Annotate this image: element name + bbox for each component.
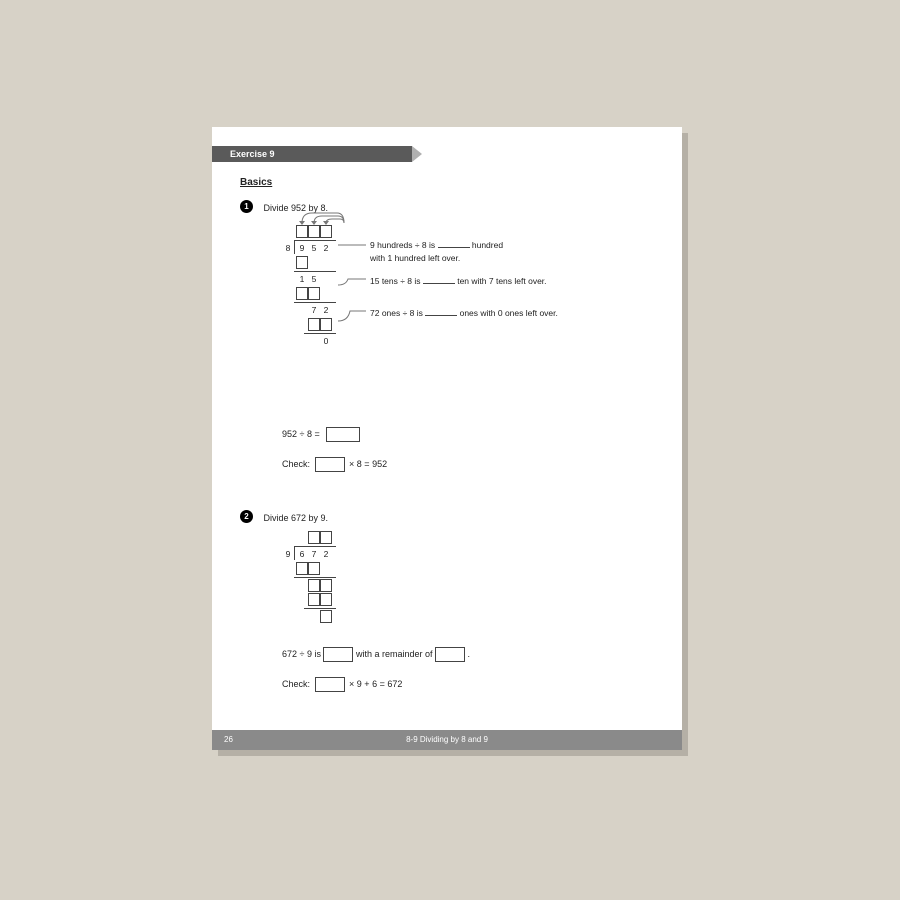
rule	[304, 333, 336, 334]
divisor: 8	[282, 242, 294, 255]
work-box	[296, 562, 308, 575]
text: 72 ones ÷ 8 is	[370, 308, 425, 318]
work-box	[296, 256, 308, 269]
work-digit: 1	[296, 273, 308, 286]
text: 9 hundreds ÷ 8 is	[370, 240, 438, 250]
work-box	[320, 579, 332, 592]
divisor: 9	[282, 548, 294, 561]
work-box	[320, 593, 332, 606]
arrow-down-icon	[311, 221, 317, 225]
blank	[438, 239, 470, 248]
arrow-curves-icon	[282, 209, 372, 229]
bullet-2: 2	[240, 510, 253, 523]
work-box	[308, 287, 320, 300]
leader-lines-icon	[334, 237, 374, 327]
q1-equation: 952 ÷ 8 =	[282, 427, 360, 442]
quotient-box	[308, 531, 320, 544]
dividend-digit: 2	[320, 242, 332, 255]
answer-box	[315, 677, 345, 692]
arrow-down-icon	[299, 221, 305, 225]
work-box	[320, 610, 332, 623]
footer-title: 8-9 Dividing by 8 and 9	[212, 735, 682, 744]
q2-equation: 672 ÷ 9 is with a remainder of .	[282, 647, 470, 662]
work-digit: 7	[308, 304, 320, 317]
q2-instruction: Divide 672 by 9.	[263, 513, 328, 523]
long-division-2: 9 6 7 2	[282, 531, 352, 631]
page-footer: 26 8-9 Dividing by 8 and 9	[212, 730, 682, 750]
text: with 1 hundred left over.	[370, 253, 460, 263]
text: 15 tens ÷ 8 is	[370, 276, 423, 286]
work-box	[320, 318, 332, 331]
quotient-box	[320, 531, 332, 544]
text: × 8 = 952	[349, 459, 387, 469]
worksheet-page: Exercise 9 Basics 1 Divide 952 by 8. 8 9…	[212, 127, 682, 750]
q2-check: Check: × 9 + 6 = 672	[282, 677, 402, 692]
div-bar-v	[294, 240, 295, 254]
rule	[304, 608, 336, 609]
text: ten with 7 tens left over.	[455, 276, 547, 286]
q1-check: Check: × 8 = 952	[282, 457, 387, 472]
div-bar	[294, 546, 336, 547]
text: 672 ÷ 9 is	[282, 649, 323, 659]
q1-annot-2: 15 tens ÷ 8 is ten with 7 tens left over…	[370, 275, 547, 288]
work-box	[308, 579, 320, 592]
arrow-down-icon	[323, 221, 329, 225]
rule	[294, 577, 336, 578]
work-box	[308, 562, 320, 575]
answer-box	[315, 457, 345, 472]
q1-annot-3: 72 ones ÷ 8 is ones with 0 ones left ove…	[370, 307, 558, 320]
text: Check:	[282, 679, 310, 689]
div-bar-v	[294, 546, 295, 560]
answer-box	[323, 647, 353, 662]
rule	[294, 302, 336, 303]
text: .	[468, 649, 471, 659]
bullet-1: 1	[240, 200, 253, 213]
work-digit: 0	[320, 335, 332, 348]
section-title: Basics	[240, 177, 272, 188]
dividend-digit: 6	[296, 548, 308, 561]
work-box	[296, 287, 308, 300]
dividend-digit: 7	[308, 548, 320, 561]
text: × 9 + 6 = 672	[349, 679, 402, 689]
work-box	[308, 593, 320, 606]
bar-arrow-icon	[412, 146, 422, 162]
exercise-label: Exercise 9	[230, 149, 275, 159]
work-digit: 2	[320, 304, 332, 317]
text: ones with 0 ones left over.	[457, 308, 558, 318]
dividend-digit: 2	[320, 548, 332, 561]
dividend-digit: 5	[308, 242, 320, 255]
text: hundred	[470, 240, 504, 250]
rule	[294, 271, 336, 272]
text: 952 ÷ 8 =	[282, 429, 320, 439]
work-digit: 5	[308, 273, 320, 286]
q2-header: 2 Divide 672 by 9.	[240, 508, 328, 526]
answer-box	[326, 427, 360, 442]
div-bar	[294, 240, 336, 241]
answer-box	[435, 647, 465, 662]
text: Check:	[282, 459, 310, 469]
blank	[423, 275, 455, 284]
blank	[425, 307, 457, 316]
work-box	[308, 318, 320, 331]
q1-annot-1: 9 hundreds ÷ 8 is hundred with 1 hundred…	[370, 239, 503, 265]
exercise-bar: Exercise 9	[212, 146, 412, 162]
dividend-digit: 9	[296, 242, 308, 255]
text: with a remainder of	[356, 649, 435, 659]
